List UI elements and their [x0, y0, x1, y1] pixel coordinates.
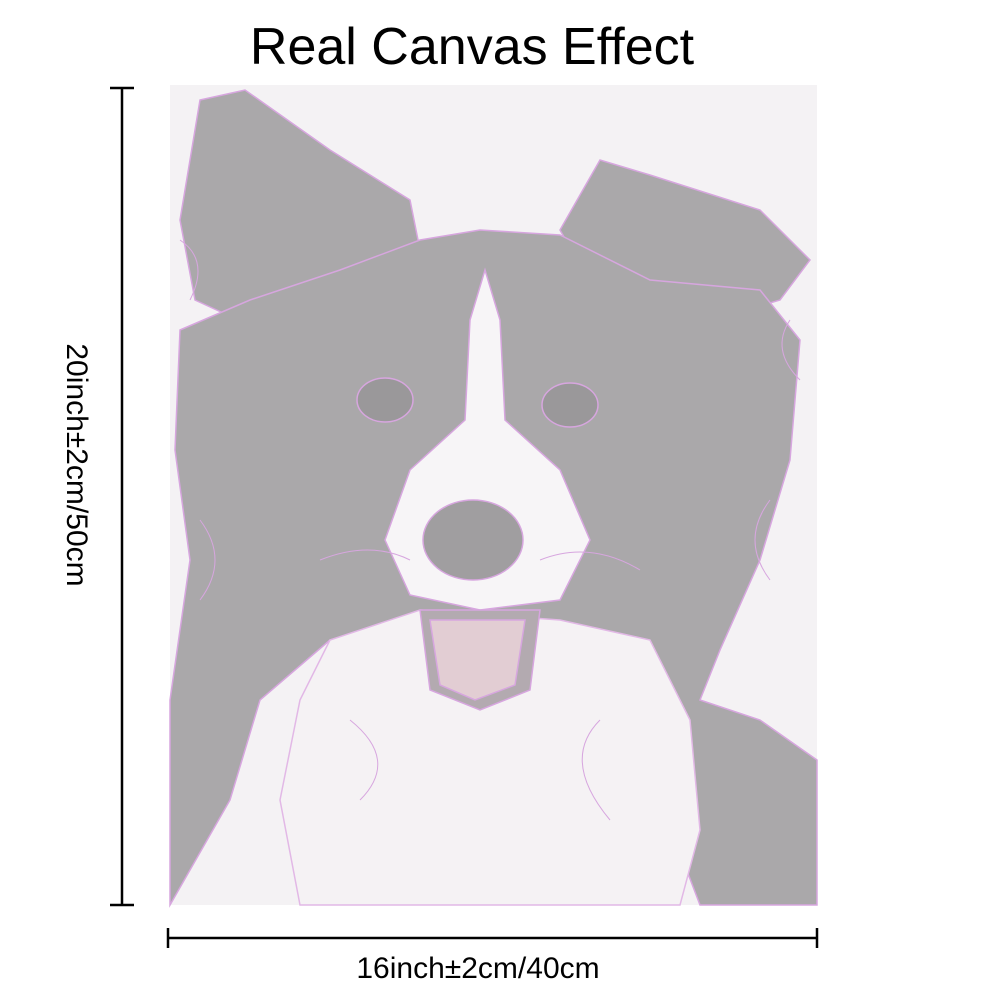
title: Real Canvas Effect	[250, 18, 695, 76]
height-dimension-line	[110, 86, 134, 907]
width-dimension-line	[166, 928, 819, 948]
height-label: 20inch±2cm/50cm	[60, 343, 93, 586]
width-label: 16inch±2cm/40cm	[356, 952, 599, 985]
canvas	[169, 85, 818, 908]
